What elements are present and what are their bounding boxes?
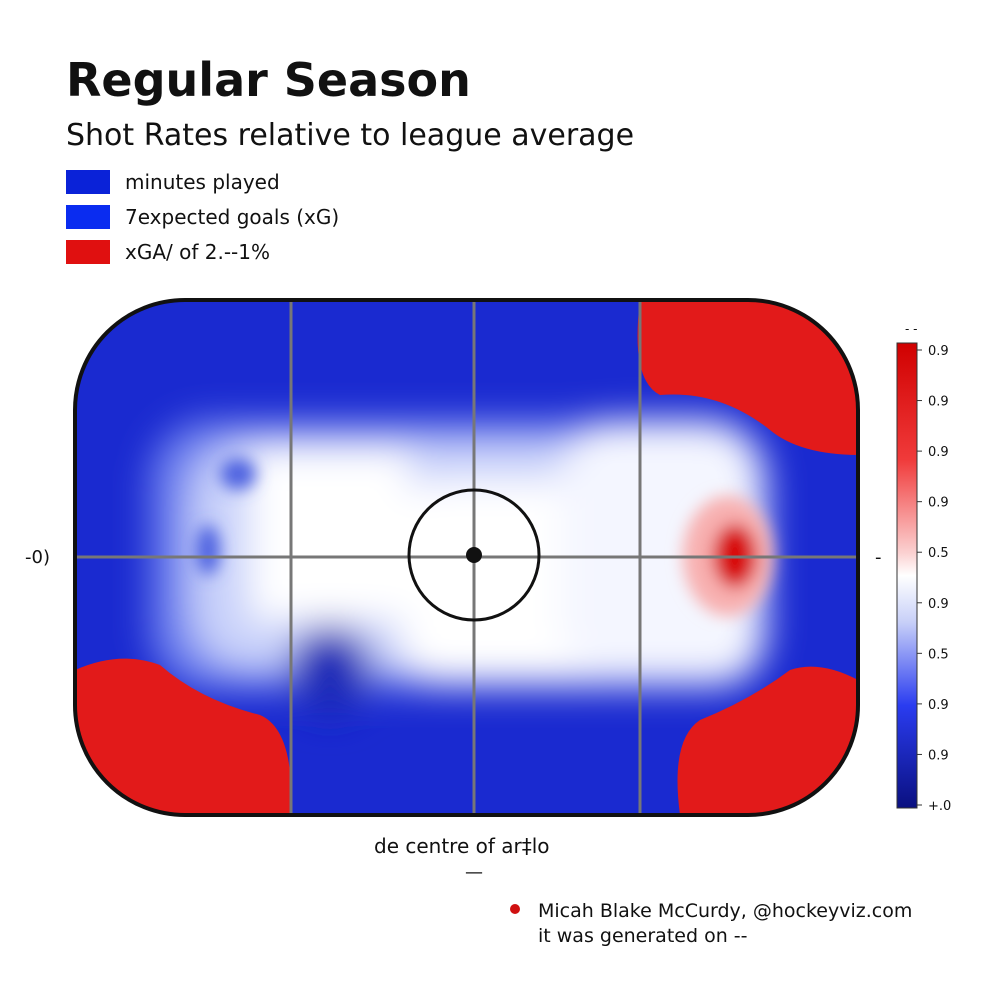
- colorbar-tick-label: 0.5: [928, 647, 949, 662]
- legend-label: xGA/ of 2.--1%: [125, 240, 270, 264]
- colorbar-tick-label: 0.9: [928, 344, 949, 359]
- colorbar-tick-label: 0.5: [928, 546, 949, 561]
- colorbar-tick-label: 0.9: [928, 445, 949, 460]
- rink-right-label: -: [875, 547, 882, 568]
- title: Regular Season: [66, 53, 471, 107]
- rink-lines: [73, 298, 860, 817]
- legend: minutes played 7expected goals (xG) xGA/ o…: [66, 170, 339, 264]
- subtitle: Shot Rates relative to league average: [66, 118, 634, 153]
- colorbar-tick-label: 0.9: [928, 597, 949, 612]
- credit-generated: it was generated on --: [538, 925, 747, 947]
- colorbar-tick-label: 0.9: [928, 698, 949, 713]
- legend-swatch: [66, 170, 110, 194]
- legend-label: minutes played: [125, 170, 280, 194]
- colorbar-tick-label: 0.9: [928, 496, 949, 511]
- colorbar-top-label: - -: [905, 322, 917, 336]
- legend-swatch: [66, 240, 110, 264]
- colorbar-tick-label: +.0: [928, 799, 951, 814]
- colorbar-tick-label: 0.9: [928, 395, 949, 410]
- colorbar-ticks: 0.9 0.9 0.9 0.9 0.5 0.9 0.5 0.9 0.9 +.0: [917, 344, 951, 814]
- colorbar: [896, 342, 918, 809]
- heatmap: [75, 300, 858, 815]
- legend-label: 7expected goals (xG): [125, 205, 339, 229]
- colorbar-tick-label: 0.9: [928, 748, 949, 763]
- legend-swatch: [66, 205, 110, 229]
- x-sublabel: —: [465, 862, 483, 883]
- rink-left-label: -0): [25, 547, 50, 568]
- x-label: de centre of ar‡lo: [374, 834, 550, 858]
- credit-author: Micah Blake McCurdy, @hockeyviz.com: [538, 900, 912, 922]
- credit-dot: [510, 904, 520, 914]
